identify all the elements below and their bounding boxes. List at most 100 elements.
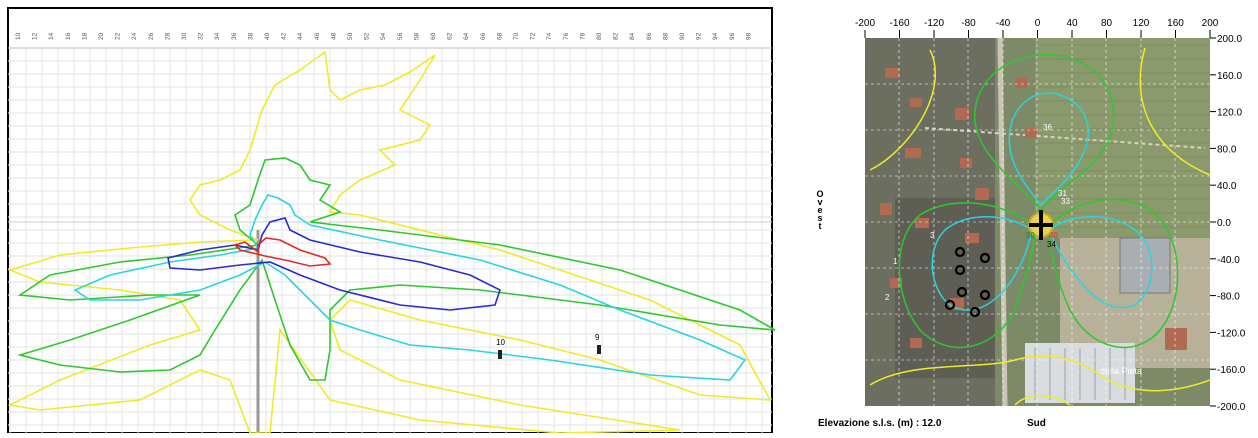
- contour-cyan: [73, 194, 747, 381]
- ruler-label: 92: [696, 32, 703, 40]
- contour-yellow: [7, 50, 772, 434]
- right-tick-label: 40.0: [1217, 181, 1237, 192]
- ruler-label: 70: [513, 32, 520, 40]
- contour-blue: [167, 217, 501, 311]
- ruler-label: 22: [115, 32, 122, 40]
- ruler-label: 36: [231, 32, 238, 40]
- ruler-label: 50: [347, 32, 354, 40]
- ruler-label: 58: [413, 32, 420, 40]
- map-grid: [865, 38, 1210, 406]
- ruler-label: 44: [297, 32, 304, 40]
- top-tick-label: -120: [924, 18, 944, 29]
- right-tick-label: 200.0: [1217, 34, 1242, 45]
- contour-green: [16, 157, 776, 381]
- map-label: 1: [893, 257, 898, 266]
- ruler-label: 78: [579, 32, 586, 40]
- ruler-label: 46: [314, 32, 321, 40]
- ruler-label: 98: [745, 32, 752, 40]
- map-contour-cyan: [931, 92, 1153, 311]
- ruler-label: 64: [463, 32, 470, 40]
- right-tick-label: 80.0: [1217, 144, 1237, 155]
- top-tick-label: 160: [1167, 18, 1184, 29]
- top-axis: -200 -160 -120 -80 -40 0 40 80 120 160 200: [855, 18, 1219, 38]
- right-tick-label: 160.0: [1217, 71, 1242, 82]
- plot-grid: [8, 47, 772, 433]
- right-tick-label: -40.0: [1217, 255, 1240, 266]
- ground-marker-2: 9: [595, 333, 601, 354]
- map-contour-yellow: [869, 47, 1211, 406]
- ruler-label: 88: [662, 32, 669, 40]
- elevation-label: Elevazione s.l.s. (m) : 12.0: [818, 418, 942, 429]
- ruler-label: 90: [679, 32, 686, 40]
- ruler-label: 34: [214, 32, 221, 40]
- ruler-label: 48: [330, 32, 337, 40]
- ruler-label: 52: [364, 32, 371, 40]
- right-axis: 200.0 160.0 120.0 80.0 40.0 0.0 -40.0 -80.0 -120…: [1210, 34, 1246, 413]
- ruler-label: 16: [65, 32, 72, 40]
- map-label: 31: [1058, 189, 1067, 198]
- ruler-label: 40: [264, 32, 271, 40]
- ruler-label: 18: [81, 32, 88, 40]
- contour-red: [233, 237, 332, 267]
- right-tick-label: -160.0: [1217, 365, 1246, 376]
- south-label: Sud: [1027, 418, 1046, 429]
- ruler-label: 26: [148, 32, 155, 40]
- ruler-label: 80: [596, 32, 603, 40]
- ruler-label: 28: [164, 32, 171, 40]
- ruler-label: 86: [646, 32, 653, 40]
- map-text-labels: 31 33 34 36 1 3 2 della Pieta: [885, 123, 1142, 376]
- ruler-label: 54: [380, 32, 387, 40]
- top-tick-label: 0: [1035, 18, 1041, 29]
- right-tick-label: -80.0: [1217, 292, 1240, 303]
- ruler-label: 60: [430, 32, 437, 40]
- ground-marker-1: 10: [496, 338, 505, 359]
- marker-label: 9: [595, 333, 600, 342]
- right-tick-label: 0.0: [1217, 218, 1231, 229]
- ruler-label: 72: [530, 32, 537, 40]
- map-contour-green: [898, 53, 1179, 349]
- top-tick-label: 200: [1202, 18, 1219, 29]
- map-label: 34: [1047, 240, 1056, 249]
- horizontal-map-view[interactable]: -200 -160 -120 -80 -40 0 40 80 120 160 200 200.0 16…: [800, 0, 1258, 433]
- ruler-label: 82: [613, 32, 620, 40]
- ruler-label: 62: [447, 32, 454, 40]
- map-label: 36: [1043, 123, 1052, 132]
- aerial-photo: [865, 37, 1210, 407]
- map-label: 33: [1061, 197, 1070, 206]
- right-tick-label: -120.0: [1217, 328, 1246, 339]
- map-label: 2: [885, 293, 890, 302]
- top-tick-label: -40: [996, 18, 1011, 29]
- ruler-label: 66: [480, 32, 487, 40]
- ruler-label: 20: [98, 32, 105, 40]
- ruler-label: 84: [629, 32, 636, 40]
- right-tick-label: -200.0: [1217, 402, 1246, 413]
- horizontal-map-plot: -200 -160 -120 -80 -40 0 40 80 120 160 200 200.0 16…: [855, 18, 1246, 413]
- ruler-label: 30: [181, 32, 188, 40]
- building-roofs: [880, 68, 1187, 350]
- receptor-points: [944, 246, 991, 318]
- ruler-label: 56: [397, 32, 404, 40]
- ruler-label: 38: [247, 32, 254, 40]
- ruler-label: 42: [281, 32, 288, 40]
- ruler-label: 74: [546, 32, 553, 40]
- antenna-label: 30: [1026, 231, 1035, 240]
- top-tick-label: -200: [855, 18, 875, 29]
- ruler-label: 76: [563, 32, 570, 40]
- top-tick-label: 40: [1066, 18, 1078, 29]
- ruler-label: 68: [496, 32, 503, 40]
- ruler-label: 94: [712, 32, 719, 40]
- top-tick-label: -80: [961, 18, 976, 29]
- top-tick-label: 120: [1133, 18, 1150, 29]
- ruler-label: 24: [131, 32, 138, 40]
- ruler-label: 10: [15, 32, 22, 40]
- vertical-section-plot: 10 12 14 16 18 20 22 24 26 28 30 32 34 36 38 40 42 44 46 48…: [7, 7, 776, 434]
- ruler-label: 14: [48, 32, 55, 40]
- top-ruler: 10 12 14 16 18 20 22 24 26 28 30 32 34 36 38 40 42 44 46 48…: [15, 32, 752, 40]
- antenna-label: 40: [1049, 231, 1058, 240]
- ruler-label: 96: [729, 32, 736, 40]
- west-label: O v e s t: [816, 189, 824, 231]
- marker-label: 10: [496, 338, 505, 347]
- ruler-label: 12: [32, 32, 39, 40]
- transmitter-site: 40 30: [1026, 210, 1058, 240]
- vertical-section-view[interactable]: 10 12 14 16 18 20 22 24 26 28 30 32 34 36 38 40 42 44 46 48…: [0, 0, 780, 434]
